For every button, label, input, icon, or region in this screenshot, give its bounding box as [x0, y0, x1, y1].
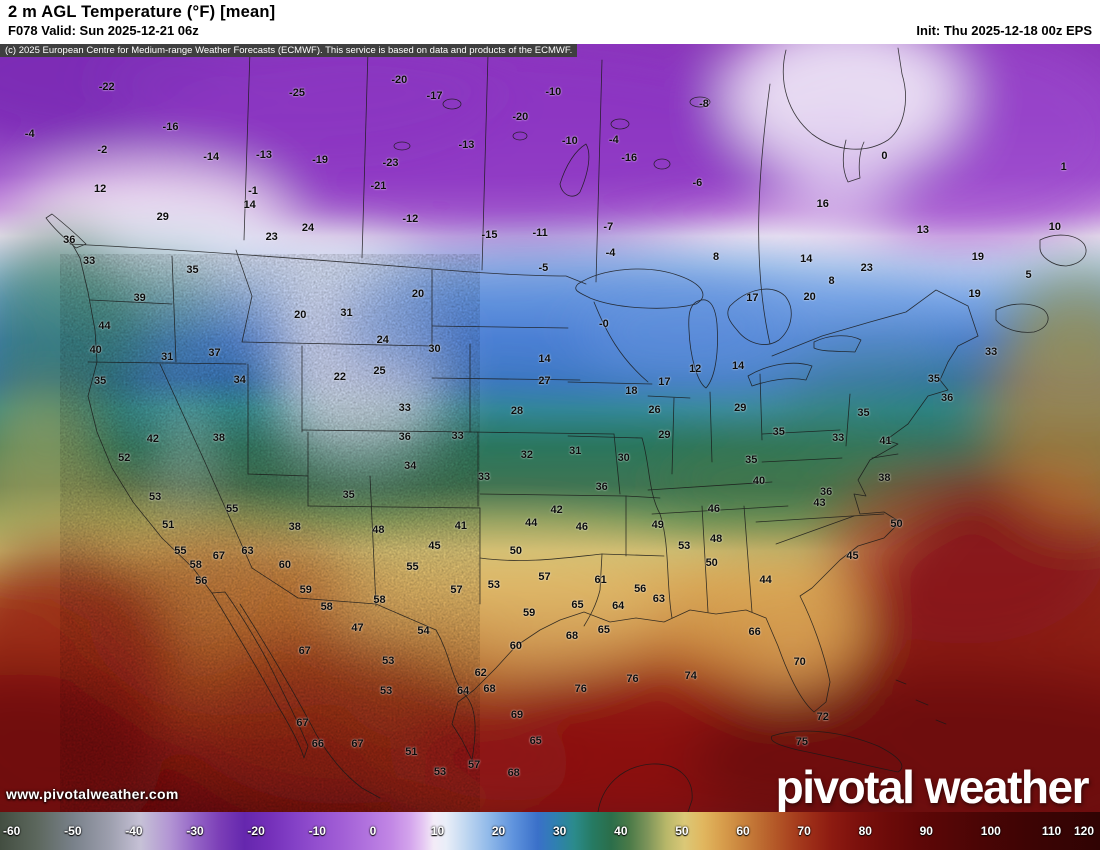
- valid-time-label: F078 Valid: Sun 2025-12-21 06z: [8, 23, 199, 38]
- colorbar-tick-label: -20: [247, 824, 265, 838]
- colorbar-tick-label: 110: [1041, 824, 1062, 838]
- colorbar-tick-label: -30: [186, 824, 204, 838]
- colorbar-tick-label: -40: [125, 824, 143, 838]
- colorbar-tick-label: -10: [308, 824, 326, 838]
- colorbar-tick-label: 20: [491, 824, 506, 838]
- terrain-texture: [60, 254, 480, 812]
- colorbar-tick-label: 30: [553, 824, 567, 838]
- colorbar-tick-label: -60: [3, 824, 21, 838]
- map-header: 2 m AGL Temperature (°F) [mean] F078 Val…: [0, 0, 1100, 44]
- colorbar-tick-label: 40: [614, 824, 628, 838]
- colorbar-tick-label: 80: [858, 824, 872, 838]
- colorbar-tick-label: 120: [1073, 824, 1094, 838]
- init-time-label: Init: Thu 2025-12-18 00z EPS: [916, 23, 1092, 38]
- colorbar-tick-label: -50: [64, 824, 82, 838]
- colorbar-tick-label: 10: [430, 824, 445, 838]
- pivotal-weather-logo: pivotal weather: [775, 761, 1090, 812]
- colorbar-tick-label: 0: [369, 824, 377, 838]
- temperature-map: (c) 2025 European Centre for Medium-rang…: [0, 44, 1100, 812]
- map-borders: [45, 47, 1087, 812]
- colorbar-tick-label: 90: [919, 824, 933, 838]
- colorbar-tick-label: 50: [675, 824, 689, 838]
- colorbar-tick-label: 100: [980, 824, 1001, 838]
- colorbar-tick-label: 70: [797, 824, 811, 838]
- copyright-bar: (c) 2025 European Centre for Medium-rang…: [0, 44, 578, 57]
- temperature-colorbar: -60 -50 -40 -30 -20 -10 0 10 20 30 40 50 60 70 80 90 100…: [0, 812, 1100, 850]
- colorbar-tick-label: 60: [736, 824, 750, 838]
- page-title: 2 m AGL Temperature (°F) [mean]: [8, 3, 276, 21]
- watermark-url: www.pivotalweather.com: [6, 786, 179, 802]
- map-field-svg: [0, 44, 1100, 812]
